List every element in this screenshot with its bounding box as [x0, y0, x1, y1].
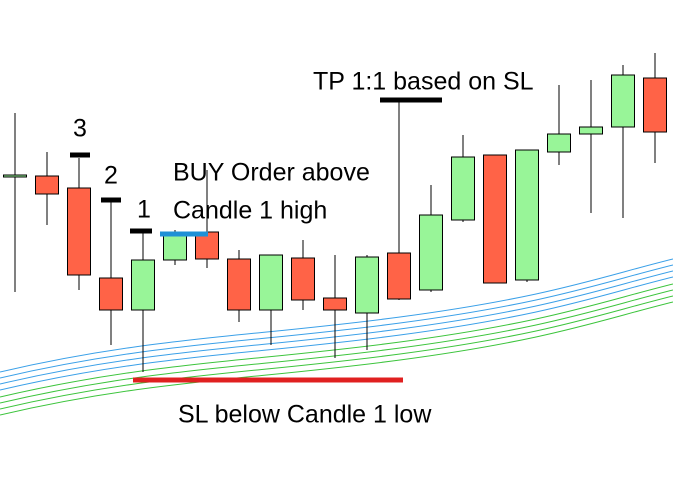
candle-body	[67, 187, 91, 276]
candle-body	[291, 257, 315, 301]
annotation: 1	[137, 196, 151, 224]
candle-body	[515, 149, 539, 281]
annotation: TP 1:1 based on SL	[313, 68, 534, 96]
annotation: 2	[104, 162, 118, 190]
candle-body	[99, 277, 123, 311]
candle-body	[323, 297, 347, 311]
annotation: Candle 1 high	[173, 197, 327, 225]
candles	[3, 53, 667, 372]
candle-body	[579, 126, 603, 135]
annotation: 3	[73, 115, 87, 143]
candle-body	[3, 174, 27, 178]
candle-body	[483, 154, 507, 284]
candle-body	[131, 259, 155, 311]
candle-body	[451, 156, 475, 221]
candle-body	[611, 74, 635, 128]
candle-body	[35, 175, 59, 195]
candle-body	[419, 214, 443, 291]
candle-body	[387, 252, 411, 300]
candle-body	[643, 77, 667, 133]
annotation: SL below Candle 1 low	[178, 401, 432, 429]
annotation: BUY Order above	[173, 159, 370, 187]
candle-body	[547, 133, 571, 153]
candle-body	[355, 256, 379, 314]
moving-average-ribbon	[0, 258, 673, 416]
candle-body	[227, 258, 251, 311]
candle-body	[259, 254, 283, 311]
